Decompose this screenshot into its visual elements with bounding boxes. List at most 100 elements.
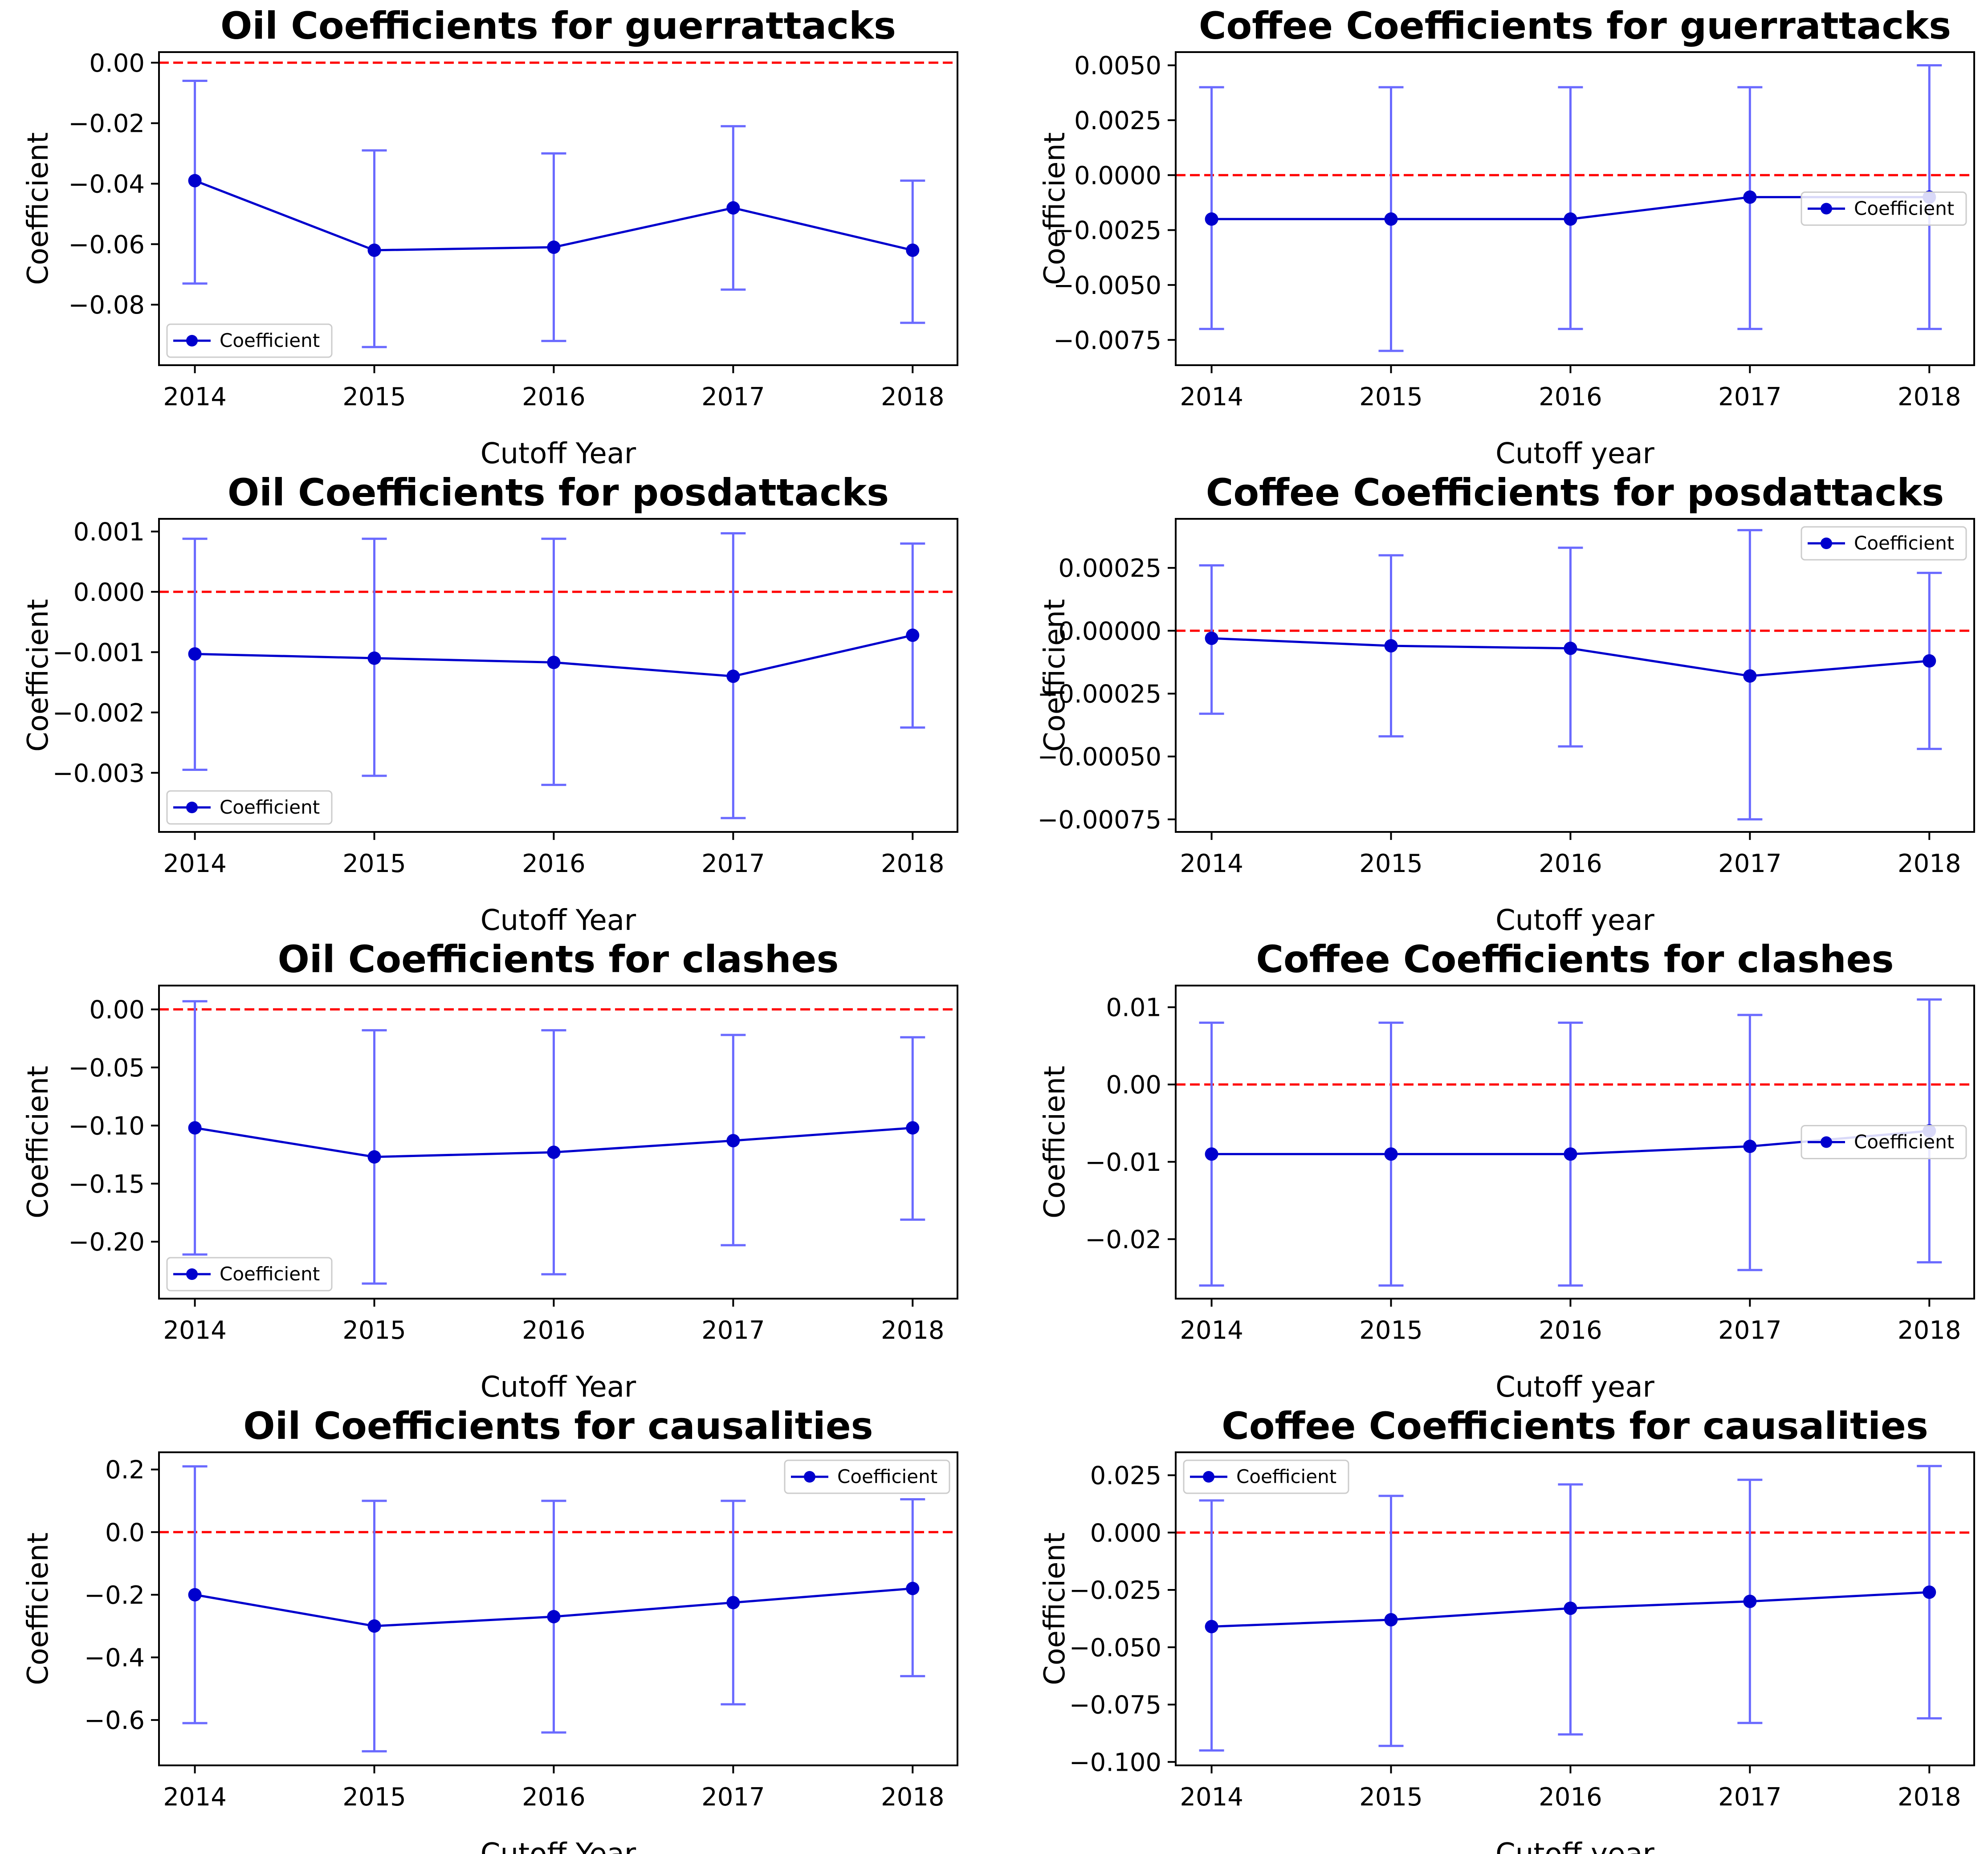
- y-tick-label: −0.6: [84, 1706, 145, 1735]
- subplot-2: Coffee Coefficients for guerrattacks Cuto…: [1039, 4, 1975, 470]
- x-tick-label: 2018: [1898, 849, 1961, 878]
- x-tick-label: 2017: [1718, 1316, 1782, 1345]
- chart-title: Oil Coefficients for causalities: [243, 1404, 873, 1448]
- y-tick-label: 0.001: [73, 517, 145, 546]
- data-point: [1384, 639, 1398, 653]
- x-tick-label: 2017: [701, 1783, 765, 1812]
- y-tick-label: −0.0075: [1053, 326, 1161, 355]
- x-tick-label: 2017: [701, 849, 765, 878]
- data-point: [188, 647, 202, 661]
- y-tick-label: −0.025: [1069, 1576, 1161, 1605]
- legend-label: Coefficient: [220, 796, 320, 818]
- data-point: [367, 1150, 381, 1164]
- legend-marker: [1821, 538, 1832, 549]
- y-tick-label: −0.02: [68, 110, 145, 139]
- data-point: [1743, 190, 1757, 204]
- subplot-6: Coffee Coefficients for clashes Cutoff ye…: [1039, 937, 1975, 1404]
- x-axis-label: Cutoff Year: [481, 1371, 636, 1404]
- x-tick-label: 2015: [1359, 1316, 1423, 1345]
- error-bar: [1199, 86, 1224, 330]
- y-axis-label: Coefficient: [22, 1066, 55, 1218]
- data-point: [726, 1596, 740, 1610]
- x-axis-label: Cutoff year: [1495, 904, 1654, 937]
- x-tick-label: 2014: [163, 1783, 227, 1812]
- x-tick-label: 2016: [522, 383, 586, 412]
- y-axis-label: Coefficient: [22, 132, 55, 285]
- x-tick-label: 2018: [881, 849, 945, 878]
- y-tick-label: 0.01: [1106, 994, 1161, 1023]
- x-tick-label: 2018: [1898, 1783, 1961, 1812]
- x-tick-label: 2015: [342, 383, 406, 412]
- data-point: [1743, 669, 1757, 683]
- x-tick-label: 2018: [1898, 1316, 1961, 1345]
- y-tick-label: 0.0: [105, 1518, 145, 1547]
- x-axis-label: Cutoff Year: [481, 1838, 636, 1854]
- x-tick-label: 2014: [163, 1316, 227, 1345]
- x-tick-label: 2016: [1539, 849, 1602, 878]
- plot-frame: [158, 51, 958, 366]
- y-tick-label: −0.001: [53, 638, 145, 667]
- y-tick-label: 0.00: [89, 49, 145, 78]
- x-tick-label: 2017: [1718, 1783, 1782, 1812]
- x-axis-label: Cutoff Year: [481, 904, 636, 937]
- plot-frame: [158, 518, 958, 833]
- x-axis-label: Cutoff year: [1495, 437, 1654, 470]
- legend-marker: [186, 1268, 198, 1280]
- legend-marker: [1203, 1471, 1214, 1483]
- y-tick-label: 0.00000: [1058, 617, 1161, 646]
- data-point: [1205, 1147, 1218, 1161]
- x-tick-label: 2014: [163, 849, 227, 878]
- data-point: [188, 174, 202, 187]
- legend: Coefficient: [1183, 1459, 1349, 1494]
- x-tick-label: 2017: [1718, 849, 1782, 878]
- y-tick-label: −0.2: [84, 1581, 145, 1610]
- x-tick-label: 2015: [342, 1316, 406, 1345]
- y-tick-label: 0.000: [1090, 1519, 1161, 1548]
- legend: Coefficient: [166, 1257, 333, 1292]
- y-tick-label: −0.06: [68, 230, 145, 259]
- x-tick-label: 2018: [1898, 383, 1961, 412]
- data-point: [1384, 1613, 1398, 1626]
- error-bar: [1737, 86, 1763, 330]
- legend-marker: [1821, 1136, 1832, 1148]
- x-tick-label: 2015: [1359, 383, 1423, 412]
- y-tick-label: −0.04: [68, 170, 145, 199]
- x-axis-label: Cutoff year: [1495, 1838, 1654, 1854]
- subplot-4: Coffee Coefficients for posdattacks Cutof…: [1038, 471, 1975, 937]
- x-tick-label: 2016: [1539, 1316, 1602, 1345]
- y-tick-label: −0.01: [1085, 1148, 1161, 1177]
- data-point: [1384, 1147, 1398, 1161]
- x-tick-label: 2016: [1539, 1783, 1602, 1812]
- x-axis-label: Cutoff Year: [481, 437, 636, 470]
- x-tick-label: 2014: [163, 383, 227, 412]
- y-tick-label: −0.100: [1069, 1748, 1161, 1777]
- data-point: [547, 656, 561, 669]
- y-axis-label: Coefficient: [22, 1532, 55, 1685]
- y-tick-label: −0.00050: [1038, 743, 1162, 772]
- chart-title: Oil Coefficients for clashes: [278, 937, 839, 981]
- x-axis-label: Cutoff year: [1495, 1371, 1654, 1404]
- x-tick-label: 2014: [1180, 1783, 1243, 1812]
- data-point: [726, 669, 740, 683]
- legend-label: Coefficient: [1236, 1466, 1336, 1487]
- legend-label: Coefficient: [837, 1466, 937, 1487]
- x-tick-label: 2015: [1359, 1783, 1423, 1812]
- y-tick-label: −0.0025: [1053, 216, 1161, 245]
- x-tick-label: 2017: [701, 1316, 765, 1345]
- legend-marker: [186, 802, 198, 813]
- x-tick-label: 2015: [1359, 849, 1423, 878]
- x-tick-label: 2014: [1180, 1316, 1243, 1345]
- x-tick-label: 2018: [881, 1783, 945, 1812]
- chart-title: Coffee Coefficients for posdattacks: [1206, 471, 1944, 514]
- data-point: [1923, 1585, 1936, 1599]
- data-point: [906, 1581, 920, 1595]
- data-point: [1923, 654, 1936, 668]
- y-tick-label: −0.050: [1069, 1634, 1161, 1662]
- y-tick-label: 0.00: [1106, 1071, 1161, 1100]
- x-tick-label: 2015: [342, 849, 406, 878]
- data-point: [547, 1610, 561, 1624]
- x-tick-label: 2015: [342, 1783, 406, 1812]
- y-tick-label: −0.15: [68, 1170, 145, 1199]
- legend-label: Coefficient: [1854, 198, 1954, 220]
